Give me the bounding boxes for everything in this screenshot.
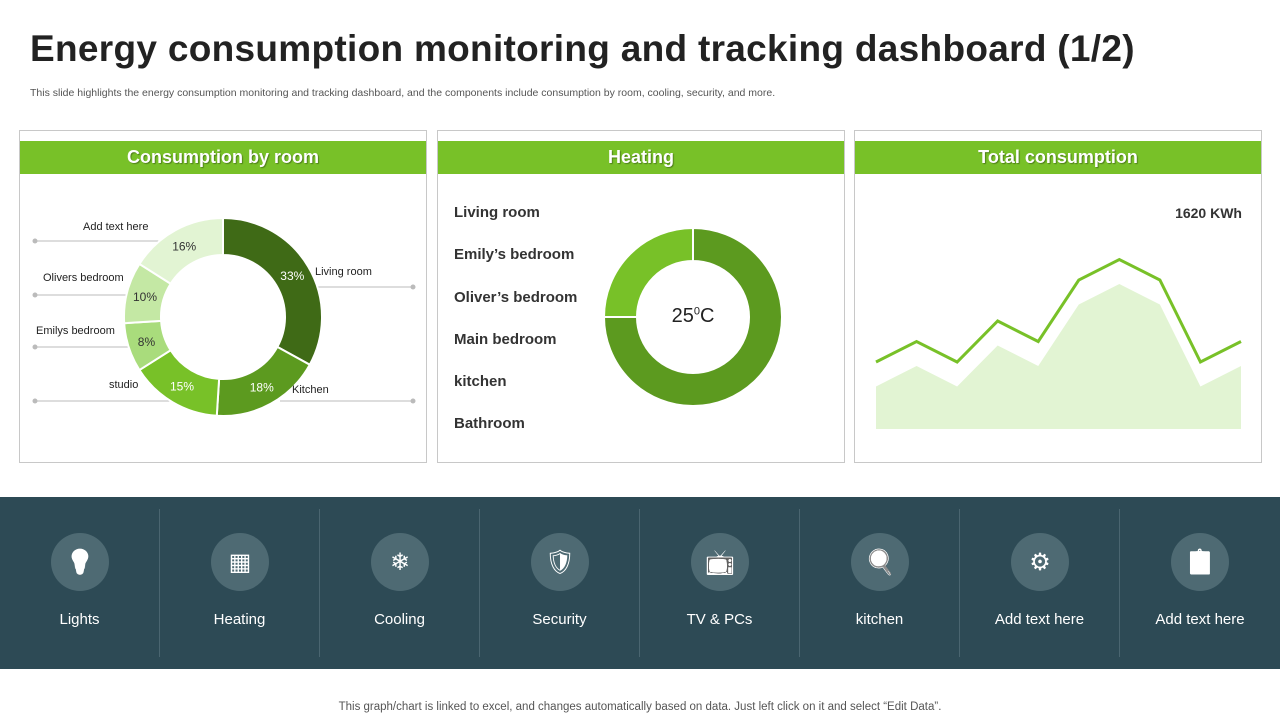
card-header: Heating <box>438 141 844 174</box>
category-label: Add text here <box>994 611 1085 628</box>
shield-lock-icon: 🛡 <box>531 533 589 591</box>
document-gear-icon: ⚙ <box>1011 533 1069 591</box>
category-add-text-here[interactable]: ⚙ Add text here <box>960 509 1120 657</box>
category-label: Lights <box>59 611 100 628</box>
footer-note: This graph/chart is linked to excel, and… <box>338 701 942 713</box>
leader-dot <box>32 292 38 298</box>
page-subtitle: This slide highlights the energy consump… <box>30 87 776 99</box>
lightbulb-icon: 💡 <box>51 533 109 591</box>
legend-label: Add text here <box>83 221 149 233</box>
kitchen-icon: 🍳 <box>851 533 909 591</box>
category-security[interactable]: 🛡 Security <box>480 509 640 657</box>
legend-label: Olivers bedroom <box>43 272 124 284</box>
heating-room: kitchen <box>454 373 507 390</box>
leader-dot <box>410 398 416 404</box>
total-value: 1620 KWh <box>1175 205 1242 221</box>
document-checklist-icon: 📋 <box>1171 533 1229 591</box>
room-donut-chart[interactable]: 33% 18% 15% 8% 10% 16% <box>20 131 428 464</box>
legend-label: studio <box>109 379 139 391</box>
category-label: Cooling <box>374 611 425 628</box>
page-title: Energy consumption monitoring and tracki… <box>30 28 1135 69</box>
category-lights[interactable]: 💡 Lights <box>0 509 160 657</box>
heating-room: Bathroom <box>454 415 525 432</box>
card-header: Consumption by room <box>20 141 426 174</box>
leader-dot <box>410 284 416 290</box>
heating-room: Emily’s bedroom <box>454 246 575 263</box>
category-heating[interactable]: ▦ Heating <box>160 509 320 657</box>
category-tv-pcs[interactable]: 📺 TV & PCs <box>640 509 800 657</box>
heater-icon: ▦ <box>211 533 269 591</box>
total-consumption-chart[interactable] <box>855 131 1263 464</box>
heating-segment[interactable] <box>602 226 694 318</box>
legend-label: Emilys bedroom <box>36 325 115 337</box>
category-band: 💡 Lights ▦ Heating ❄ Cooling 🛡 Security 📺 TV & PC… <box>0 497 1280 669</box>
card-header: Total consumption <box>855 141 1261 174</box>
room-segment[interactable] <box>222 216 323 367</box>
leader-dot <box>32 238 38 244</box>
category-kitchen[interactable]: 🍳 kitchen <box>800 509 960 657</box>
consumption-by-room-card: Consumption by room 33% 18% 15% 8% 10% 16% Ad… <box>19 130 427 463</box>
legend-label: Kitchen <box>292 384 329 396</box>
temperature-value: 250C <box>643 305 743 328</box>
leader-dot <box>32 344 38 350</box>
temp-number: 25 <box>671 305 694 327</box>
area-series[interactable] <box>876 284 1241 429</box>
room-segment[interactable] <box>138 216 224 286</box>
data-label: 15% <box>170 379 194 393</box>
temp-degree: 0 <box>693 305 700 318</box>
data-label: 33% <box>280 269 304 283</box>
air-conditioner-icon: ❄ <box>371 533 429 591</box>
heating-donut-chart[interactable] <box>438 131 846 464</box>
heating-room: Main bedroom <box>454 331 557 348</box>
total-consumption-card: Total consumption 1620 KWh <box>854 130 1262 463</box>
legend-label: Living room <box>315 266 372 278</box>
category-add-text-here[interactable]: 📋 Add text here <box>1120 509 1280 657</box>
line-series[interactable] <box>875 257 1242 365</box>
data-label: 8% <box>138 335 156 349</box>
category-cooling[interactable]: ❄ Cooling <box>320 509 480 657</box>
data-label: 18% <box>250 381 274 395</box>
category-label: Heating <box>213 611 266 628</box>
category-label: Security <box>532 611 587 628</box>
data-label: 16% <box>172 239 196 253</box>
data-label: 10% <box>133 290 157 304</box>
temp-unit: C <box>699 305 715 327</box>
category-label: kitchen <box>855 611 904 628</box>
heating-room: Oliver’s bedroom <box>454 289 578 306</box>
category-label: TV & PCs <box>686 611 753 628</box>
heating-room: Living room <box>454 204 540 221</box>
tv-icon: 📺 <box>691 533 749 591</box>
heating-segment[interactable] <box>602 226 783 407</box>
heating-card: Heating Living room Emily’s bedroom Oliv… <box>437 130 845 463</box>
category-label: Add text here <box>1155 611 1245 628</box>
leader-dot <box>32 398 38 404</box>
